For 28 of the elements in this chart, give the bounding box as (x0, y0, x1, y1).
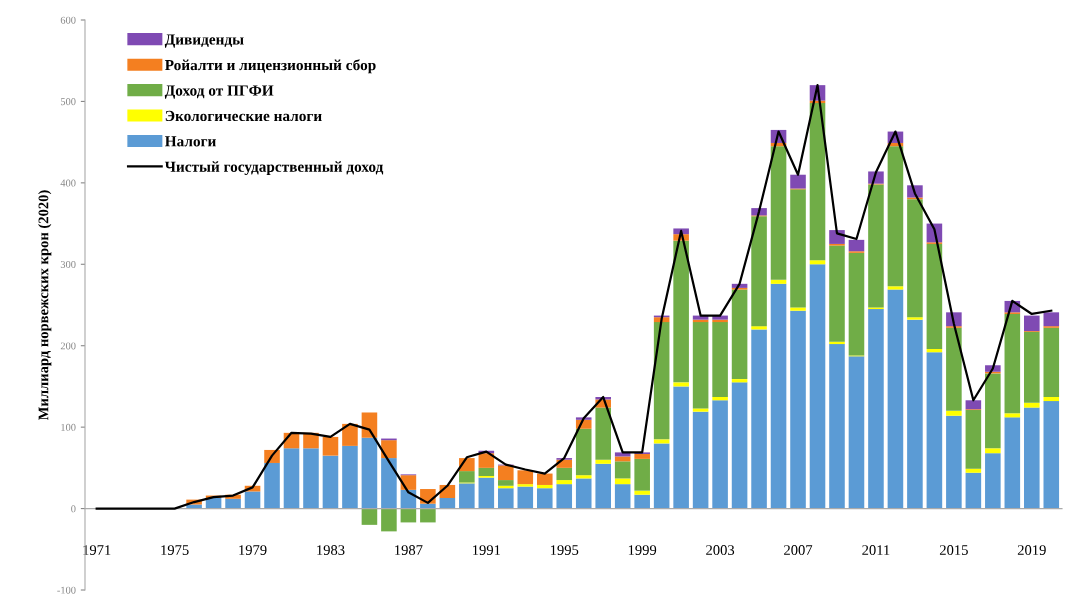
x-tick-label: 1975 (161, 545, 189, 555)
y-tick-label: 500 (60, 98, 76, 106)
x-tick-label: 1991 (473, 545, 501, 555)
legend-label: Ройалти и лицензионный сбор (164, 59, 376, 74)
y-tick-label: 600 (60, 16, 76, 24)
x-tick-label: 2007 (784, 545, 813, 555)
legend-label: Доход от ПГФИ (164, 85, 274, 99)
x-tick-label: 2003 (706, 545, 735, 555)
y-tick-label: -100 (57, 586, 76, 594)
x-tick-label: 2015 (939, 545, 968, 555)
y-tick-label: 400 (60, 179, 76, 187)
y-tick-label: 100 (61, 423, 76, 431)
y-tick-label: 300 (60, 260, 76, 268)
y-tick-label: 0 (71, 505, 76, 513)
y-tick-label: 200 (60, 342, 76, 350)
x-tick-label: 1979 (239, 545, 267, 555)
x-tick-label: 1999 (628, 545, 657, 555)
x-tick-label: 1987 (395, 545, 423, 555)
legend-label: Дивиденды (164, 34, 244, 48)
legend-label: Налоги (164, 136, 216, 147)
x-tick-label: 1983 (317, 545, 345, 555)
x-tick-label: 2011 (862, 545, 890, 555)
legend-label: Экологические налоги (165, 110, 322, 122)
x-tick-label: 1995 (550, 545, 579, 555)
legend-label: Чистый государственный доход (164, 161, 384, 176)
y-axis-title: Миллиард норвежских крон (2020) (38, 190, 52, 421)
x-tick-label: 2019 (1017, 545, 1046, 555)
x-tick-label: 1971 (83, 545, 111, 555)
